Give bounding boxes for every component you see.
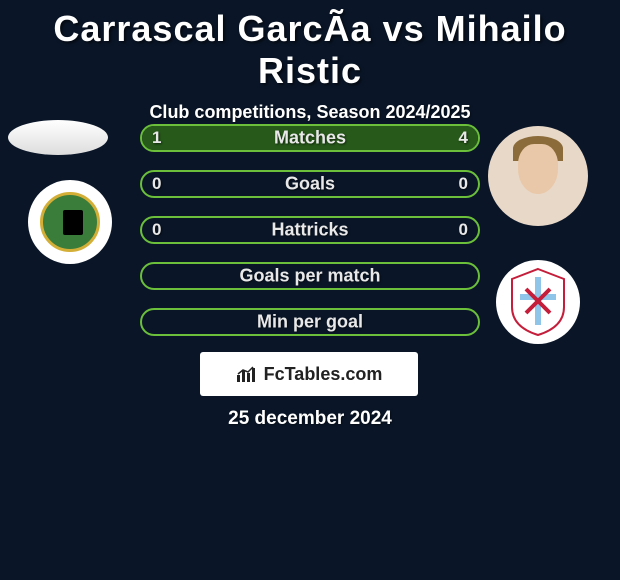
stat-row-hattricks: 0 Hattricks 0: [140, 216, 480, 244]
brand-text: FcTables.com: [264, 364, 383, 385]
avatar-face: [518, 144, 558, 194]
stat-value-right: 0: [459, 220, 468, 240]
date-text: 25 december 2024: [0, 408, 620, 430]
stat-row-goals: 0 Goals 0: [140, 170, 480, 198]
club-right-badge: [496, 260, 580, 344]
stats-panel: 1 Matches 4 0 Goals 0 0 Hattricks 0 Goal…: [140, 124, 480, 354]
brand-badge[interactable]: FcTables.com: [200, 352, 418, 396]
racing-crest-icon: [40, 192, 100, 252]
stat-value-right: 4: [459, 128, 468, 148]
stat-row-goals-per-match: Goals per match: [140, 262, 480, 290]
stat-label: Goals per match: [142, 266, 478, 287]
stat-row-min-per-goal: Min per goal: [140, 308, 480, 336]
stat-label: Min per goal: [142, 312, 478, 333]
stat-row-matches: 1 Matches 4: [140, 124, 480, 152]
club-left-badge: [28, 180, 112, 264]
celta-crest-icon: [510, 267, 566, 337]
page-title: Carrascal GarcÃ­a vs Mihailo Ristic: [0, 0, 620, 92]
stat-label: Goals: [142, 174, 478, 195]
player-right-avatar: [488, 126, 588, 226]
bar-chart-icon: [236, 365, 258, 383]
stat-value-right: 0: [459, 174, 468, 194]
stat-label: Matches: [142, 128, 478, 149]
player-left-avatar: [8, 120, 108, 155]
subtitle: Club competitions, Season 2024/2025: [0, 102, 620, 123]
stat-label: Hattricks: [142, 220, 478, 241]
